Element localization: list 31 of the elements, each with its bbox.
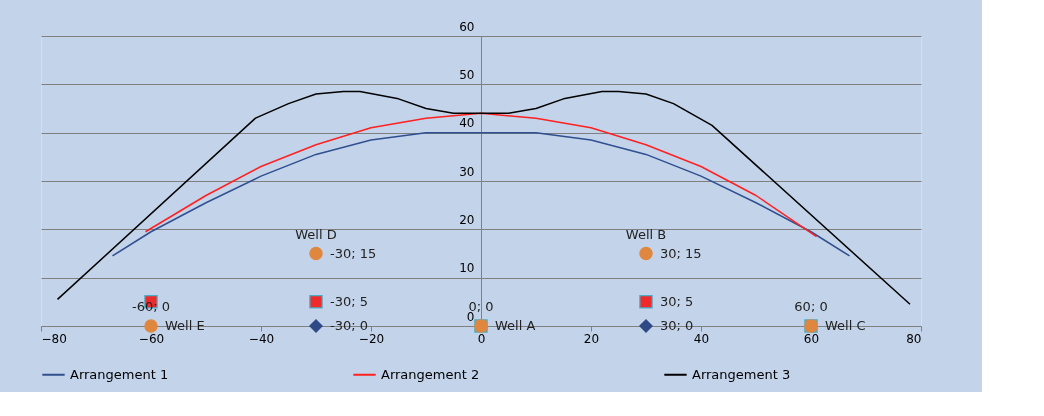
annotation: -60; 0 (131, 299, 171, 314)
y-tick-label: 20 (459, 212, 475, 227)
x-tick-label: −80 (41, 331, 67, 346)
y-tick-label: 50 (459, 67, 475, 82)
annotation: Well D (295, 226, 337, 242)
annotation: 30; 0 (660, 318, 694, 333)
annotation: Well C (825, 318, 866, 333)
legend-label: Arrangement 1 (70, 366, 169, 382)
y-tick-label: 40 (459, 116, 475, 131)
legend-label: Arrangement 2 (381, 366, 480, 382)
annotation: Well B (625, 226, 667, 242)
x-tick-label: −40 (248, 331, 275, 346)
annotation: Well E (165, 318, 205, 333)
x-tick-label: −20 (358, 331, 385, 346)
x-tick-label: 60 (803, 331, 820, 346)
y-tick-label: 10 (459, 261, 475, 276)
annotation: -30; 15 (330, 245, 377, 261)
x-tick-label: −60 (138, 331, 165, 346)
y-tick-label: 30 (459, 164, 475, 179)
annotation: 30; 15 (660, 245, 702, 261)
x-tick-label: 80 (906, 331, 922, 346)
annotation: Well A (495, 318, 536, 333)
annotation: 30; 5 (660, 293, 694, 309)
annotation: -30; 0 (330, 318, 369, 333)
x-tick-label: 20 (583, 331, 600, 346)
legend-label: Arrangement 3 (692, 366, 791, 382)
x-tick-label: 40 (693, 331, 710, 346)
annotation: 60; 0 (794, 299, 828, 314)
x-tick-label: 0 (477, 331, 486, 346)
y-tick-label: 60 (459, 19, 475, 34)
annotation: -30; 5 (330, 293, 369, 309)
